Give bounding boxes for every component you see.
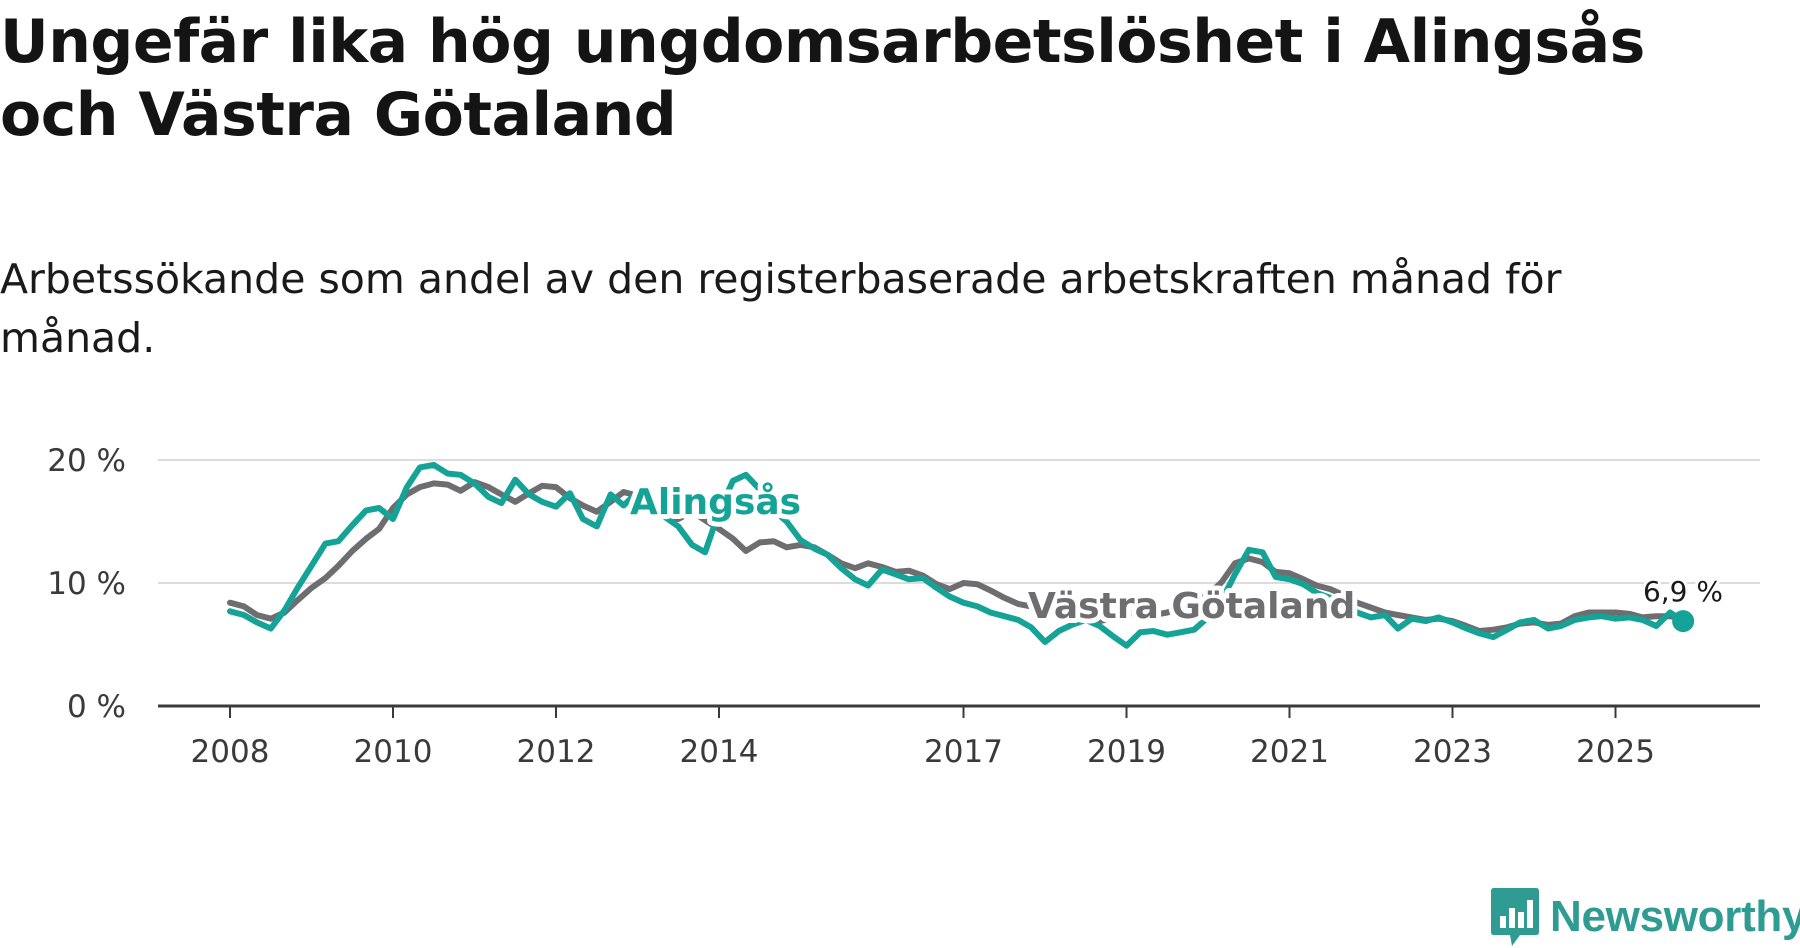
- x-tick-label: 2023: [1413, 734, 1492, 770]
- x-tick-label: 2014: [680, 734, 759, 770]
- y-tick-label: 20 %: [47, 443, 126, 479]
- newsworthy-logo-text: Newsworthy: [1550, 892, 1800, 941]
- last-value-label: 6,9 %: [1643, 575, 1723, 608]
- series-label-vastra-gotaland: Västra Götaland: [1028, 586, 1355, 627]
- gridlines: [158, 459, 1760, 584]
- series-line-alings-s: [227, 461, 1687, 649]
- x-tick-label: 2010: [354, 734, 433, 770]
- line-chart: 0 % 10 % 20 % 2008 2010 2012 2014 2017 2019 2021…: [47, 443, 1760, 770]
- y-tick-label: 0 %: [67, 689, 126, 725]
- series-lines: [227, 461, 1695, 649]
- x-tick-label: 2012: [517, 734, 596, 770]
- chart-subtitle: Arbetssökande som andel av den registerb…: [0, 255, 1562, 362]
- x-tick-label: 2017: [924, 734, 1003, 770]
- x-axis: 2008 2010 2012 2014 2017 2019 2021 2023 2025: [158, 704, 1760, 770]
- x-tick-label: 2025: [1576, 734, 1655, 770]
- last-value-dot: [1672, 610, 1695, 633]
- x-tick-label: 2019: [1087, 734, 1166, 770]
- newsworthy-logo: Newsworthy: [1490, 886, 1800, 948]
- x-tick-label: 2008: [191, 734, 270, 770]
- series-labels: Alingsås Västra Götaland 6,9 %: [625, 477, 1726, 632]
- series-line-v-stra-g-taland: [227, 479, 1687, 634]
- chart-title: Ungefär lika hög ungdomsarbetslöshet i A…: [0, 7, 1645, 150]
- y-tick-label: 10 %: [47, 566, 126, 602]
- newsworthy-logo-icon: [1491, 888, 1539, 946]
- y-axis: 0 % 10 % 20 %: [47, 443, 126, 725]
- x-tick-label: 2021: [1250, 734, 1329, 770]
- series-label-alingsas: Alingsås: [630, 482, 801, 523]
